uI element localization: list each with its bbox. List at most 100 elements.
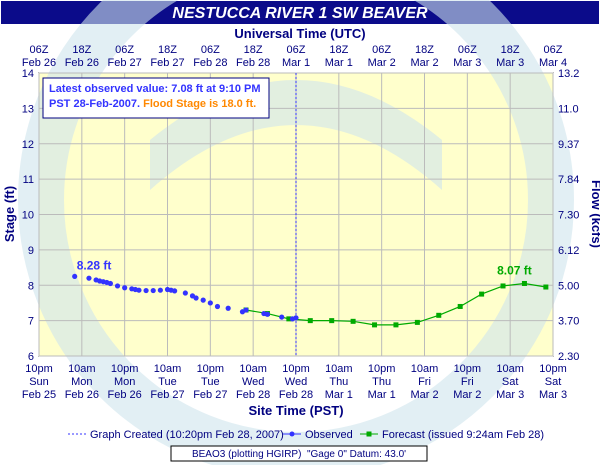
- bottom-tick-day: Wed: [285, 376, 307, 388]
- flow-tick-label: 7.84: [558, 174, 579, 186]
- bottom-tick-date: Mar 2: [453, 389, 481, 401]
- top-tick-label: 18Z: [72, 44, 91, 56]
- forecast-point: [393, 322, 399, 328]
- top-tick-date: Feb 27: [108, 57, 142, 69]
- top-tick-label: 06Z: [544, 44, 563, 56]
- top-tick-label: 06Z: [201, 44, 220, 56]
- bottom-tick-day: Mon: [114, 376, 135, 388]
- y-axis-ticks: 6 7 8 9 10 11 12 13 14: [22, 68, 34, 363]
- flow-axis-label: Flow (kcfs): [589, 180, 600, 248]
- forecast-point: [414, 319, 420, 325]
- bottom-tick-time: 10pm: [282, 363, 310, 375]
- info-line-2: PST 28-Feb-2007. Flood Stage is 18.0 ft.: [49, 98, 256, 110]
- observed-point: [214, 303, 221, 310]
- bottom-tick-time: 10pm: [197, 363, 225, 375]
- top-tick-label: 06Z: [458, 44, 477, 56]
- bottom-tick-date: Mar 3: [496, 389, 524, 401]
- top-tick-date: Mar 1: [282, 57, 310, 69]
- bottom-tick-day: Fri: [461, 376, 474, 388]
- top-tick-label: 18Z: [244, 44, 263, 56]
- forecast-point: [543, 284, 549, 290]
- bottom-tick-time: 10am: [411, 363, 439, 375]
- info-date: PST 28-Feb-2007.: [49, 98, 140, 110]
- observed-point: [243, 307, 249, 313]
- legend-forecast: Forecast (issued 9:24am Feb 28): [382, 429, 544, 441]
- bottom-tick-day: Sun: [29, 376, 49, 388]
- bottom-tick-time: 10pm: [368, 363, 396, 375]
- observed-point: [279, 314, 285, 320]
- y-tick-label: 7: [28, 316, 34, 328]
- top-tick-label: 18Z: [158, 44, 177, 56]
- forecast-peak-label: 8.07 ft: [497, 263, 532, 277]
- forecast-point: [521, 280, 527, 286]
- bottom-tick-day: Mon: [71, 376, 92, 388]
- bottom-tick-day: Tue: [158, 376, 177, 388]
- info-box: [42, 77, 270, 119]
- top-tick-date: Feb 27: [150, 57, 184, 69]
- top-tick-label: 18Z: [415, 44, 434, 56]
- bottom-tick-date: Feb 28: [236, 389, 270, 401]
- observed-point: [72, 273, 78, 280]
- top-tick-date: Mar 2: [368, 57, 396, 69]
- y-tick-label: 9: [28, 245, 34, 257]
- observed-point: [225, 305, 231, 311]
- top-tick-label: 06Z: [287, 44, 306, 56]
- flow-tick-label: 7.30: [558, 210, 579, 222]
- bottom-tick-time: 10am: [68, 363, 96, 375]
- forecast-point: [436, 312, 442, 318]
- bottom-tick-day: Tue: [201, 376, 220, 388]
- flow-tick-label: 11.0: [558, 103, 579, 115]
- legend-observed: Observed: [305, 429, 353, 441]
- top-tick-date: Mar 1: [325, 57, 353, 69]
- observed-point: [200, 297, 206, 303]
- top-tick-date: Feb 28: [236, 57, 270, 69]
- bottom-tick-date: Feb 26: [65, 389, 99, 401]
- y-tick-label: 11: [23, 174, 34, 186]
- bottom-tick-date: Feb 25: [22, 389, 56, 401]
- chart-title: NESTUCCA RIVER 1 SW BEAVER: [172, 5, 428, 22]
- observed-point: [182, 290, 188, 296]
- bottom-tick-day: Wed: [242, 376, 264, 388]
- info-line-1: Latest observed value: 7.08 ft at 9:10 P…: [49, 83, 261, 95]
- bottom-tick-date: Feb 28: [279, 389, 313, 401]
- y-axis-label: Stage (ft): [2, 186, 17, 242]
- top-tick-date: Mar 2: [410, 57, 438, 69]
- observed-point: [114, 283, 121, 289]
- observed-point: [157, 287, 163, 293]
- flow-tick-label: 6.12: [558, 245, 579, 257]
- observed-point: [172, 288, 178, 294]
- bottom-tick-date: Mar 1: [368, 389, 396, 401]
- flow-tick-label: 13.2: [558, 68, 579, 80]
- x-axis-label: Site Time (PST): [248, 403, 343, 418]
- bottom-tick-date: Mar 1: [325, 389, 353, 401]
- top-tick-date: Feb 26: [22, 57, 56, 69]
- bottom-tick-date: Feb 26: [108, 389, 142, 401]
- footer-text: BEAO3 (plotting HGIRP) "Gage 0" Datum: 4…: [192, 449, 406, 460]
- bottom-tick-day: Fri: [418, 376, 431, 388]
- observed-point: [136, 287, 142, 293]
- top-tick-date: Mar 3: [496, 57, 524, 69]
- bottom-tick-date: Mar 2: [410, 389, 438, 401]
- footer-box: [170, 445, 428, 462]
- y-tick-label: 14: [22, 68, 34, 80]
- observed-peak-label: 8.28 ft: [77, 258, 112, 272]
- bottom-tick-date: Feb 27: [193, 389, 227, 401]
- forecast-point: [500, 283, 506, 289]
- top-axis-title: Universal Time (UTC): [234, 26, 365, 41]
- observed-point: [293, 315, 299, 321]
- bottom-tick-date: Feb 27: [150, 389, 184, 401]
- y-tick-label: 6: [28, 351, 34, 363]
- top-tick-label: 06Z: [30, 44, 49, 56]
- flow-tick-label: 2.30: [558, 351, 579, 363]
- bottom-tick-time: 10am: [496, 363, 524, 375]
- flow-axis-ticks: 2.30 3.70 5.00 6.12 7.30 7.84 9.37 11.0 13.2: [558, 68, 579, 363]
- forecast-point: [329, 318, 335, 324]
- bottom-tick-time: 10pm: [454, 363, 482, 375]
- legend-forecast-marker: [366, 431, 372, 437]
- top-tick-label: 18Z: [501, 44, 520, 56]
- bottom-tick-day: Sat: [545, 376, 562, 388]
- observed-point: [207, 300, 213, 306]
- top-tick-label: 18Z: [329, 44, 348, 56]
